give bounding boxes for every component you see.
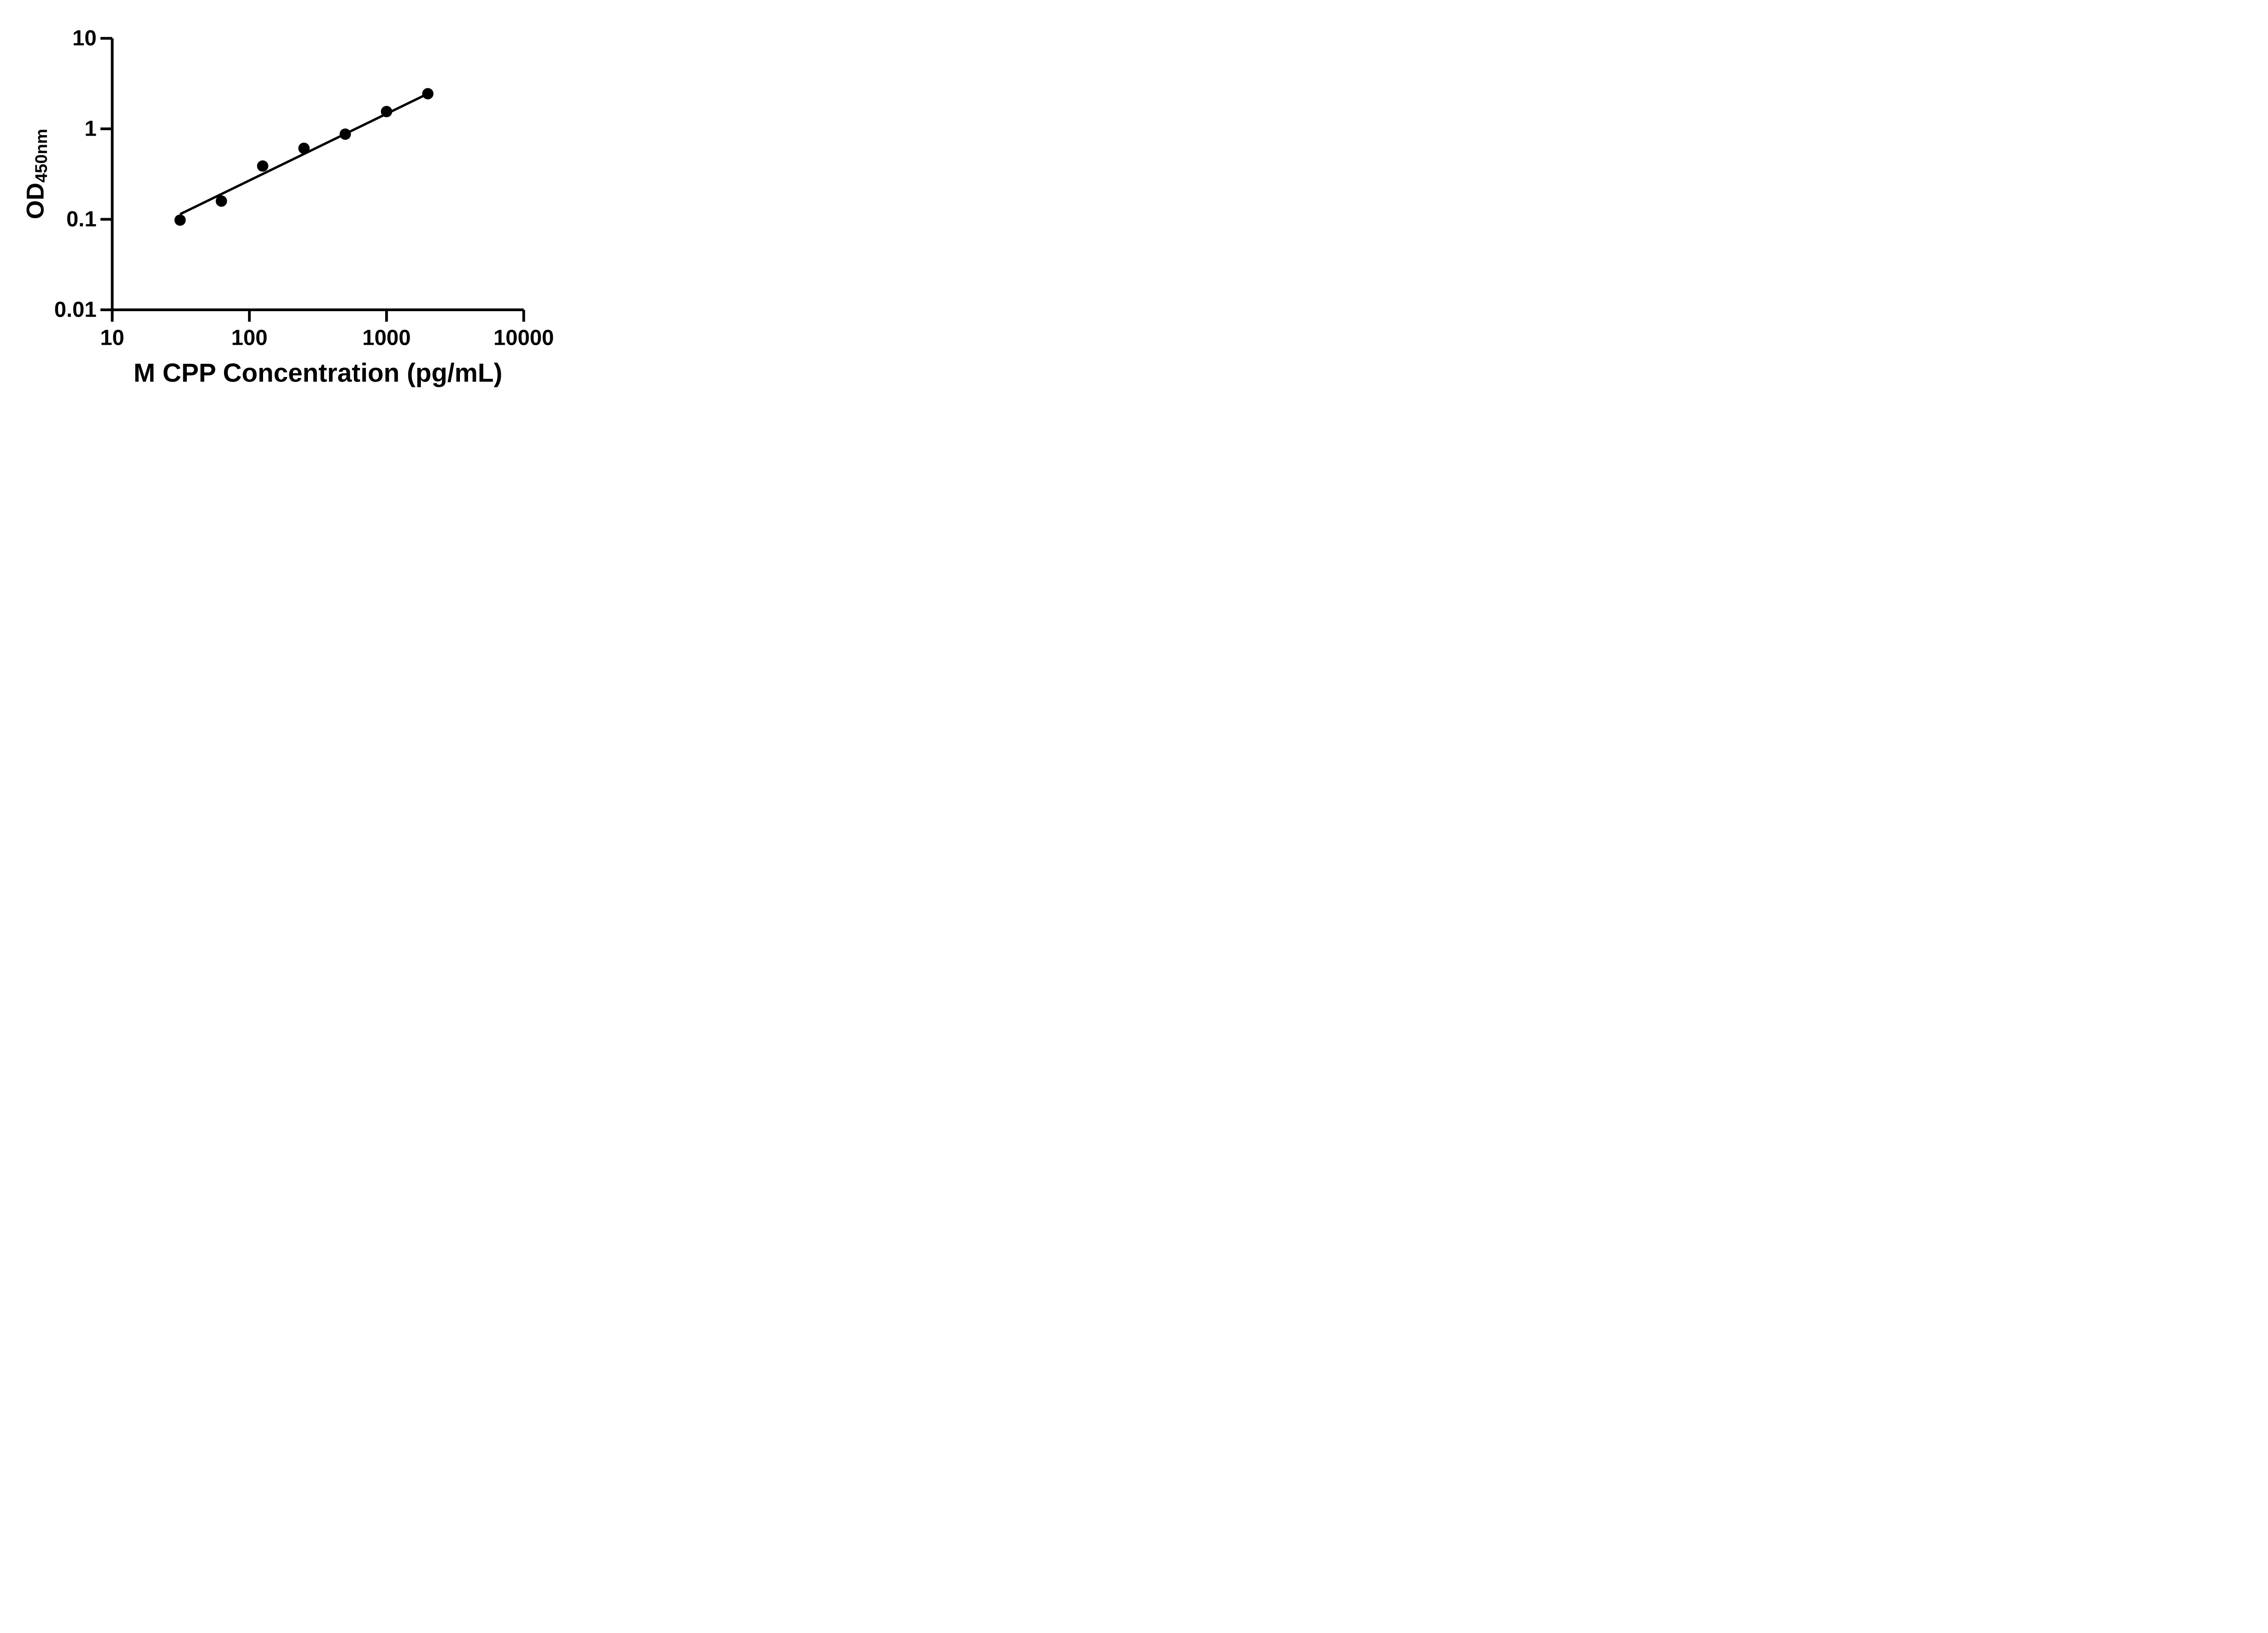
data-point-marker: [215, 195, 227, 207]
x-tick-label: 100: [231, 326, 268, 350]
data-point-marker: [422, 88, 434, 100]
x-tick-label: 1000: [362, 326, 411, 350]
y-tick-label: 0.01: [54, 298, 97, 322]
data-point-marker: [381, 106, 392, 117]
data-point-marker: [257, 160, 269, 172]
x-axis-title: M CPP Concentration (pg/mL): [133, 359, 502, 388]
x-tick-label: 10: [100, 326, 124, 350]
y-tick-label: 0.1: [66, 207, 97, 231]
y-axis-title: OD450nm: [22, 129, 50, 219]
data-point-marker: [298, 142, 310, 154]
y-tick-label: 1: [84, 117, 97, 141]
y-axis-title-main: OD: [22, 183, 49, 220]
y-axis-title-subscript: 450nm: [32, 129, 51, 183]
data-point-marker: [339, 128, 351, 140]
y-tick-label: 10: [73, 26, 97, 50]
axes-spine: [111, 38, 524, 311]
elisa-standard-curve-figure: 10 1 0.1 0.01 10 100 1000 10000 M CPP Concentrat…: [0, 0, 583, 408]
x-tick-label: 10000: [494, 326, 554, 350]
data-point-marker: [174, 214, 186, 226]
